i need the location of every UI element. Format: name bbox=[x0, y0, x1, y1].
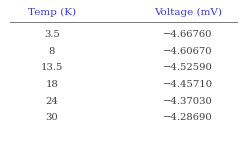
Text: 30: 30 bbox=[45, 113, 58, 122]
Text: 3.5: 3.5 bbox=[44, 30, 60, 39]
Text: −4.52590: −4.52590 bbox=[163, 63, 213, 72]
Text: −4.45710: −4.45710 bbox=[163, 80, 213, 89]
Text: 24: 24 bbox=[45, 97, 58, 106]
Text: −4.37030: −4.37030 bbox=[163, 97, 213, 106]
Text: 18: 18 bbox=[45, 80, 58, 89]
Text: −4.66760: −4.66760 bbox=[163, 30, 212, 39]
Text: Temp (K): Temp (K) bbox=[28, 7, 76, 16]
Text: Voltage (mV): Voltage (mV) bbox=[154, 7, 222, 16]
Text: 8: 8 bbox=[49, 47, 55, 56]
Text: −4.60670: −4.60670 bbox=[163, 47, 212, 56]
Text: −4.28690: −4.28690 bbox=[163, 113, 213, 122]
Text: 13.5: 13.5 bbox=[41, 63, 63, 72]
